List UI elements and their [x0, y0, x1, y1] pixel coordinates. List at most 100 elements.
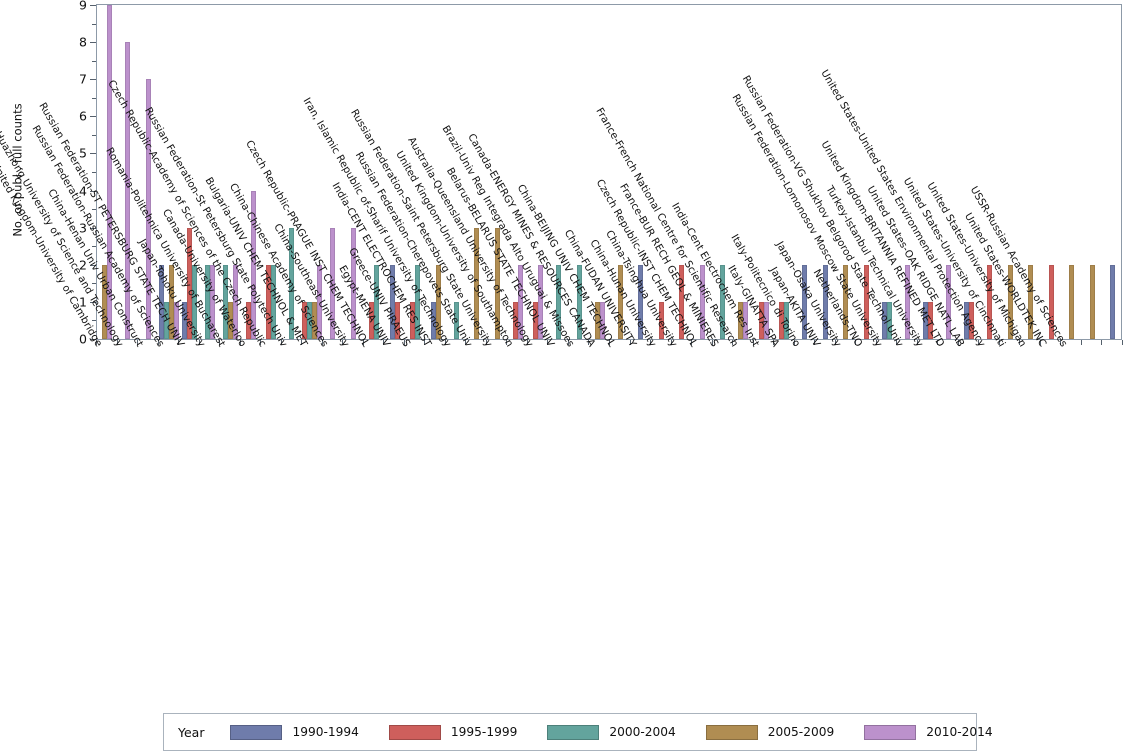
y-tick-mark [90, 5, 96, 6]
bar [887, 301, 893, 339]
x-tick-mark [465, 340, 467, 345]
legend-entries: 1990-1994 1995-1999 2000-2004 2005-2009 2010… [230, 724, 1022, 740]
x-tick-mark [280, 340, 282, 345]
x-tick-mark [957, 340, 959, 345]
bar [307, 301, 313, 339]
x-tick-mark [547, 340, 549, 345]
bar [923, 301, 929, 339]
x-tick-mark [629, 340, 631, 345]
chart-legend: Year 1990-1994 1995-1999 2000-2004 2005-200… [163, 713, 993, 751]
x-tick-mark [855, 340, 857, 345]
bar [186, 227, 192, 339]
bar [302, 301, 308, 339]
bar [699, 264, 705, 339]
bar [533, 301, 539, 339]
x-axis-labels: United Kingdom-University of Cambridge Ch… [0, 68, 1134, 704]
bar [576, 264, 582, 339]
bar [779, 301, 785, 339]
x-tick-mark [670, 340, 672, 345]
bar [763, 301, 769, 339]
x-tick-mark [444, 340, 446, 345]
x-tick-mark [342, 340, 344, 345]
bar [738, 301, 744, 339]
legend-label: 2010-2014 [926, 725, 993, 739]
x-tick-mark [116, 340, 118, 345]
y-tick-mark-minor [92, 134, 96, 136]
x-tick-mark [1080, 340, 1082, 345]
legend-swatch [864, 724, 917, 740]
bar [1110, 264, 1116, 339]
x-tick-mark [383, 340, 385, 345]
bar [245, 301, 251, 339]
bar [1048, 264, 1054, 339]
bar [317, 264, 323, 339]
bar [289, 227, 295, 339]
y-tick-mark-minor [92, 172, 96, 173]
x-tick-mark [998, 340, 1000, 345]
bar [145, 79, 151, 339]
legend-entry[interactable]: 2005-2009 [705, 724, 834, 740]
y-tick-mark [90, 190, 96, 192]
bar [658, 301, 664, 339]
y-tick-mark [90, 264, 96, 266]
bar [453, 301, 459, 339]
bar [163, 301, 169, 339]
y-tick-mark-minor [92, 23, 96, 25]
x-tick-mark [916, 340, 918, 345]
x-tick-mark [178, 340, 180, 345]
y-tick-mark [90, 116, 96, 118]
x-tick-mark [198, 340, 200, 345]
x-tick-mark [1101, 340, 1103, 345]
bar [494, 227, 500, 339]
bar [107, 5, 113, 339]
x-tick-mark [896, 340, 898, 345]
legend-entry[interactable]: 2010-2014 [864, 724, 993, 740]
legend-entry[interactable]: 2000-2004 [547, 724, 676, 740]
x-tick-mark [157, 340, 159, 345]
bar [1089, 264, 1095, 339]
bar [369, 301, 375, 339]
bar [227, 301, 233, 339]
bar [394, 301, 400, 339]
y-tick-mark [90, 153, 96, 155]
x-tick-mark [526, 340, 528, 345]
bar [266, 264, 272, 339]
bar [538, 264, 544, 339]
bar [168, 264, 174, 339]
bar [517, 264, 523, 339]
legend-label: 1995-1999 [450, 725, 518, 739]
plot-area [96, 4, 1122, 340]
bar [594, 301, 600, 339]
y-tick-mark-minor [92, 209, 96, 211]
x-tick-mark [650, 340, 652, 345]
x-tick-mark [321, 340, 323, 345]
legend-label: 1990-1994 [292, 725, 359, 739]
bar [474, 227, 480, 339]
bar [102, 264, 108, 339]
x-tick-mark [301, 340, 303, 345]
bar [173, 301, 179, 339]
legend-entry[interactable]: 1995-1999 [388, 724, 518, 740]
bar [802, 264, 808, 339]
bar [512, 301, 518, 339]
x-tick-mark [609, 340, 610, 345]
bars-container [97, 5, 1121, 339]
bar [617, 264, 623, 339]
bar [232, 264, 238, 339]
y-tick-mark [90, 227, 96, 229]
bar [415, 264, 421, 339]
x-tick-mark [1060, 340, 1062, 345]
bar [1069, 264, 1075, 339]
legend-swatch [547, 724, 600, 740]
legend-entry[interactable]: 1990-1994 [230, 724, 359, 740]
bar [158, 264, 164, 339]
bar [250, 190, 256, 339]
x-tick-mark [978, 340, 980, 345]
x-tick-mark [260, 340, 262, 345]
bar [905, 264, 911, 339]
bar [599, 301, 605, 339]
y-tick-label: 2 [79, 257, 87, 273]
y-tick-label: 1 [79, 294, 87, 310]
y-tick-label: 7 [79, 71, 87, 87]
